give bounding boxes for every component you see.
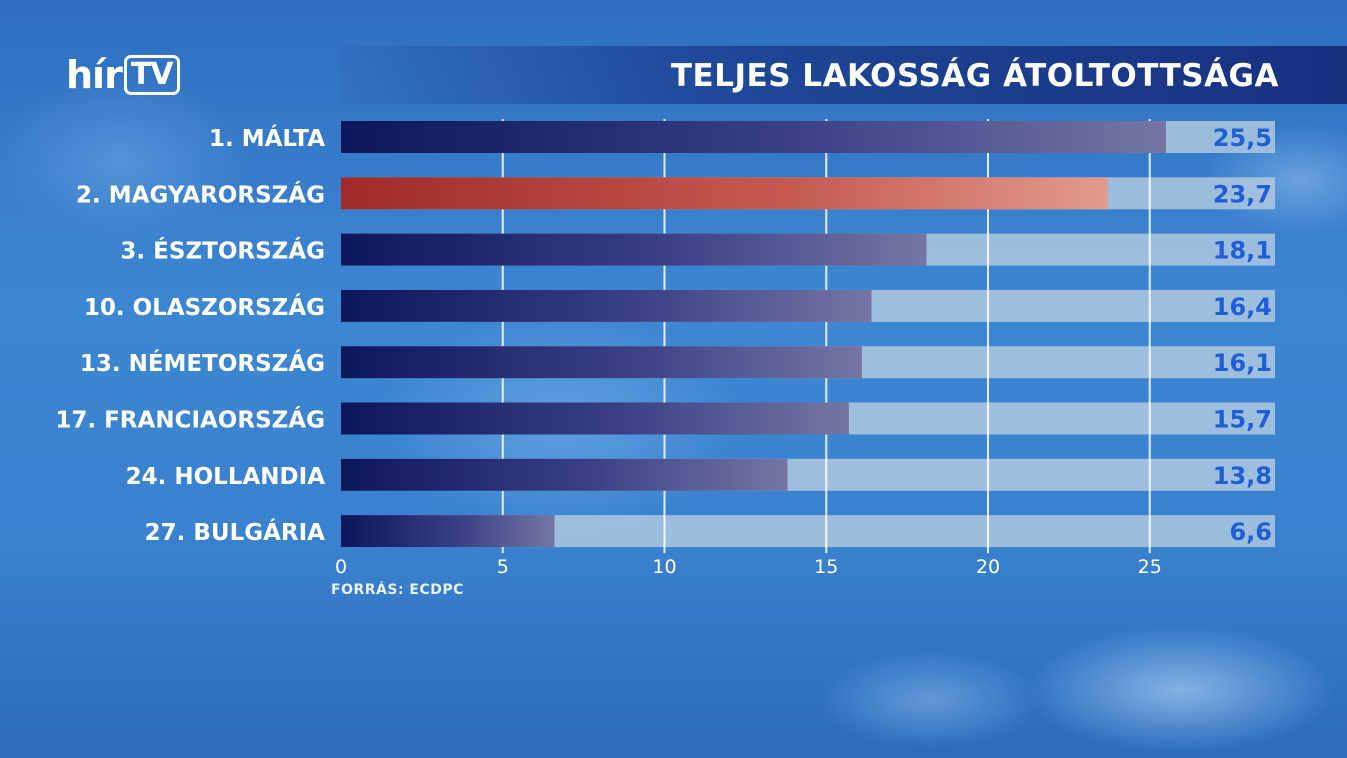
x-tick-label: 5	[497, 556, 509, 578]
value-label: 16,4	[1213, 293, 1272, 321]
category-label: 24. HOLLANDIA	[126, 464, 326, 490]
x-tick-label: 20	[976, 556, 1000, 578]
category-label: 1. MÁLTA	[209, 124, 325, 152]
value-label: 6,6	[1229, 518, 1272, 546]
x-tick-label: 15	[814, 556, 838, 578]
category-label: 10. OLASZORSZÁG	[84, 293, 325, 321]
bar-highlight	[341, 177, 1108, 209]
x-tick-label: 25	[1138, 556, 1162, 578]
value-label: 23,7	[1213, 180, 1272, 208]
value-label: 18,1	[1213, 237, 1272, 265]
bar	[341, 290, 872, 322]
source-note: FORRÁS: ECDPC	[331, 582, 464, 598]
category-label: 2. MAGYARORSZÁG	[76, 180, 325, 208]
value-label: 25,5	[1213, 124, 1272, 152]
bar	[341, 234, 927, 266]
x-tick-label: 0	[335, 556, 347, 578]
x-tick-label: 10	[652, 556, 676, 578]
value-label: 15,7	[1213, 406, 1272, 434]
category-label: 13. NÉMETORSZÁG	[80, 349, 325, 377]
bar	[341, 403, 849, 435]
category-label: 27. BULGÁRIA	[145, 518, 326, 546]
value-label: 13,8	[1213, 462, 1272, 490]
bar	[341, 459, 787, 491]
bar	[341, 515, 555, 547]
bar	[341, 346, 862, 378]
value-label: 16,1	[1213, 349, 1272, 377]
category-label: 3. ÉSZTORSZÁG	[120, 237, 325, 265]
category-label: 17. FRANCIAORSZÁG	[55, 406, 325, 434]
bar	[341, 121, 1166, 153]
